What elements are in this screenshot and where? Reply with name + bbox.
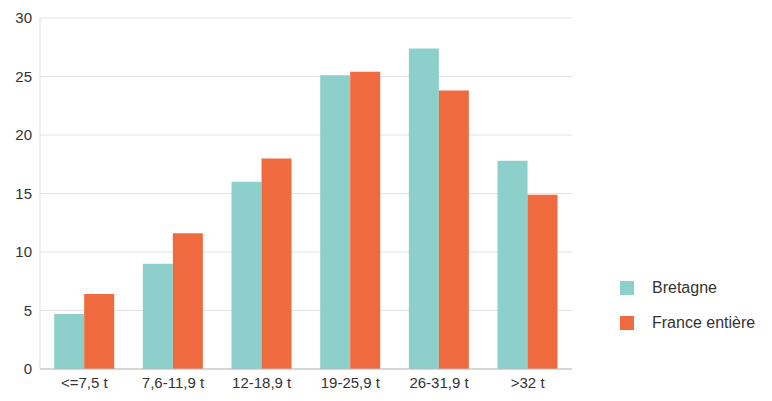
svg-text:10: 10: [15, 243, 32, 260]
svg-text:<=7,5 t: <=7,5 t: [61, 374, 109, 391]
svg-text:>32 t: >32 t: [511, 374, 546, 391]
svg-text:7,6-11,9 t: 7,6-11,9 t: [142, 374, 205, 391]
svg-text:19-25,9 t: 19-25,9 t: [321, 374, 381, 391]
svg-text:30: 30: [15, 9, 32, 26]
svg-text:0: 0: [24, 360, 32, 377]
svg-text:25: 25: [15, 68, 32, 85]
svg-text:15: 15: [15, 185, 32, 202]
svg-text:20: 20: [15, 126, 32, 143]
svg-text:26-31,9 t: 26-31,9 t: [409, 374, 469, 391]
html-text:France entière: France entière: [652, 313, 756, 331]
html-text:Bretagne: Bretagne: [652, 278, 717, 296]
svg-text:5: 5: [24, 302, 32, 319]
svg-text:12-18,9 t: 12-18,9 t: [232, 374, 292, 391]
